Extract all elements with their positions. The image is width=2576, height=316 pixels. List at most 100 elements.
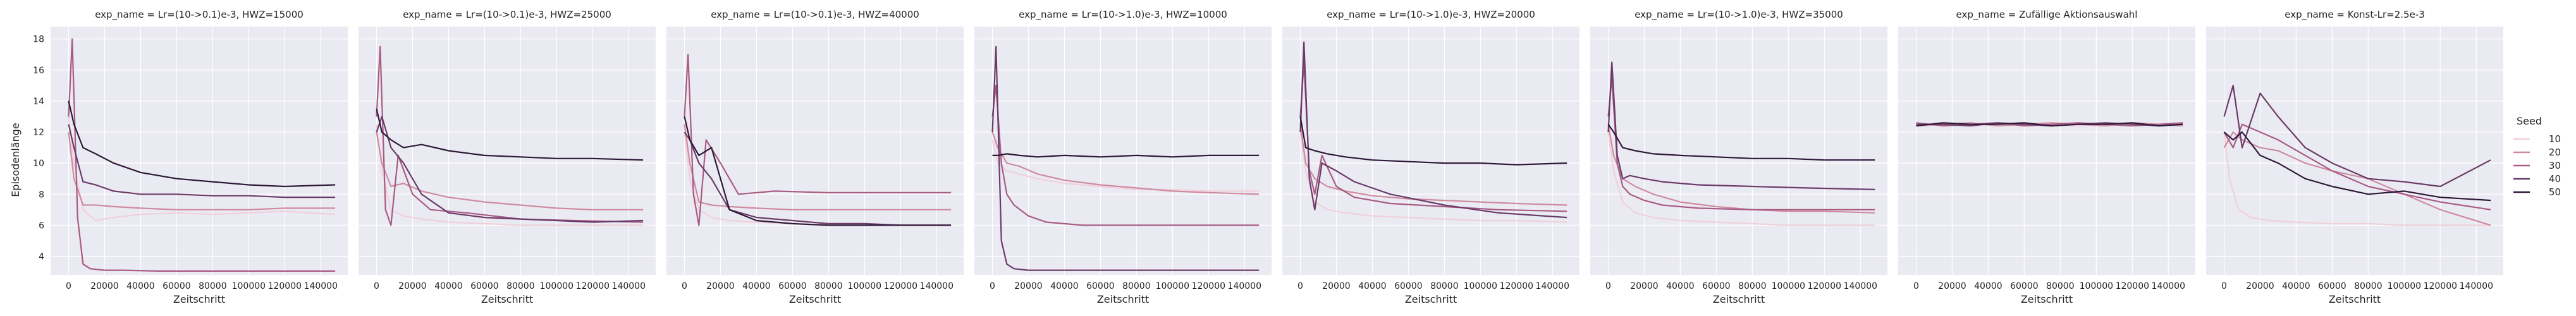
x-tick-label: 40000 [1974, 281, 2003, 291]
series-line-50 [2223, 131, 2491, 202]
series-line-40 [1299, 41, 1567, 219]
series-line-50 [376, 108, 644, 161]
x-tick-label: 80000 [2046, 281, 2075, 291]
x-tick-label: 0 [682, 281, 687, 291]
x-tick-label: 60000 [1394, 281, 1423, 291]
x-tick-label: 120000 [576, 281, 610, 291]
panel-title: exp_name = Lr=(10->1.0)e-3, HWZ=20000 [1327, 9, 1535, 21]
x-tick-label: 80000 [2354, 281, 2383, 291]
facet-panel: exp_name = Lr=(10->0.1)e-3, HWZ=25000 0 20… [359, 9, 656, 305]
legend-title: Seed [2517, 115, 2542, 127]
series-line-20 [991, 131, 1260, 195]
x-tick-label: 100000 [848, 281, 881, 291]
x-tick-label: 20000 [1014, 281, 1043, 291]
x-tick-label: 80000 [506, 281, 535, 291]
plot-area [1590, 27, 1887, 275]
panel-title: exp_name = Konst-Lr=2.5e-3 [2285, 9, 2425, 21]
x-tick-label: 120000 [1192, 281, 1225, 291]
x-axis-label: Zeitschritt [1405, 293, 1457, 305]
plot-area [1898, 27, 2195, 275]
x-tick-label: 80000 [1738, 281, 1767, 291]
y-tick-label: 8 [39, 190, 44, 200]
x-tick-label: 0 [2221, 281, 2227, 291]
x-tick-label: 80000 [814, 281, 843, 291]
x-tick-label: 20000 [1322, 281, 1351, 291]
y-tick-label: 10 [33, 159, 44, 169]
x-tick-label: 120000 [884, 281, 917, 291]
plot-area [1282, 27, 1579, 275]
x-tick-label: 100000 [1156, 281, 1189, 291]
legend-label-10: 10 [2549, 133, 2561, 145]
x-tick-label: 60000 [470, 281, 499, 291]
x-tick-label: 60000 [163, 281, 191, 291]
y-tick-label: 14 [33, 97, 44, 107]
legend-label-50: 50 [2549, 186, 2561, 198]
series-line-40 [684, 131, 952, 226]
x-tick-label: 120000 [268, 281, 302, 291]
y-tick-label: 16 [33, 66, 44, 76]
x-tick-label: 100000 [1464, 281, 1497, 291]
x-axis-label: Zeitschritt [173, 293, 225, 305]
x-tick-label: 140000 [2460, 281, 2493, 291]
series-line-10 [2223, 131, 2491, 226]
x-tick-label: 100000 [1772, 281, 1805, 291]
series-line-40 [1607, 61, 1875, 190]
x-tick-label: 40000 [742, 281, 771, 291]
y-tick-label: 6 [39, 221, 44, 231]
plot-area [974, 27, 1272, 275]
series-line-40 [2223, 85, 2491, 188]
x-tick-label: 20000 [2246, 281, 2274, 291]
panel-title: exp_name = Lr=(10->0.1)e-3, HWZ=25000 [403, 9, 611, 21]
x-tick-label: 40000 [126, 281, 155, 291]
x-axis-label: Zeitschritt [481, 293, 533, 305]
series-line-20 [1299, 124, 1567, 206]
legend-label-40: 40 [2549, 173, 2561, 185]
plot-area [51, 27, 348, 275]
x-tick-label: 120000 [2424, 281, 2457, 291]
x-tick-label: 140000 [1228, 281, 1261, 291]
series-line-50 [1299, 116, 1567, 166]
legend-label-20: 20 [2549, 147, 2561, 158]
x-tick-label: 0 [374, 281, 379, 291]
facet-panel: exp_name = Lr=(10->0.1)e-3, HWZ=15000 0 20… [33, 9, 348, 305]
facet-panel: exp_name = Lr=(10->1.0)e-3, HWZ=20000 0 20… [1282, 9, 1579, 305]
x-tick-label: 80000 [1122, 281, 1151, 291]
facet-panels: exp_name = Lr=(10->0.1)e-3, HWZ=15000 0 20… [33, 9, 2503, 305]
plot-area [2206, 27, 2503, 275]
series-line-50 [1916, 122, 2183, 127]
x-tick-label: 0 [66, 281, 71, 291]
series-line-20 [2223, 131, 2491, 226]
x-tick-label: 40000 [1666, 281, 1695, 291]
x-tick-label: 20000 [1630, 281, 1659, 291]
panel-title: exp_name = Lr=(10->1.0)e-3, HWZ=35000 [1635, 9, 1843, 21]
x-tick-label: 40000 [2282, 281, 2310, 291]
series-line-30 [991, 85, 1260, 226]
series-line-50 [1607, 124, 1875, 161]
panel-title: exp_name = Zufällige Aktionsauswahl [1956, 9, 2138, 21]
x-tick-label: 80000 [199, 281, 227, 291]
x-tick-label: 20000 [398, 281, 427, 291]
facet-panel: exp_name = Zufällige Aktionsauswahl 0 2000… [1898, 9, 2195, 305]
y-tick-label: 12 [33, 128, 44, 138]
x-tick-label: 40000 [1050, 281, 1079, 291]
x-tick-label: 100000 [540, 281, 573, 291]
x-tick-label: 0 [1297, 281, 1303, 291]
series-line-20 [684, 124, 952, 210]
panel-title: exp_name = Lr=(10->0.1)e-3, HWZ=40000 [711, 9, 919, 21]
x-tick-label: 0 [990, 281, 995, 291]
series-line-10 [991, 140, 1260, 192]
legend-label-30: 30 [2549, 160, 2561, 171]
plot-area [666, 27, 964, 275]
series-line-30 [684, 54, 952, 226]
x-tick-label: 100000 [232, 281, 266, 291]
panel-title: exp_name = Lr=(10->1.0)e-3, HWZ=10000 [1019, 9, 1227, 21]
plot-area [359, 27, 656, 275]
series-line-40 [68, 124, 336, 198]
x-tick-label: 80000 [1430, 281, 1459, 291]
series-line-50 [992, 153, 1260, 158]
x-tick-label: 0 [1605, 281, 1611, 291]
x-axis-label: Zeitschritt [789, 293, 841, 305]
x-tick-label: 20000 [706, 281, 735, 291]
